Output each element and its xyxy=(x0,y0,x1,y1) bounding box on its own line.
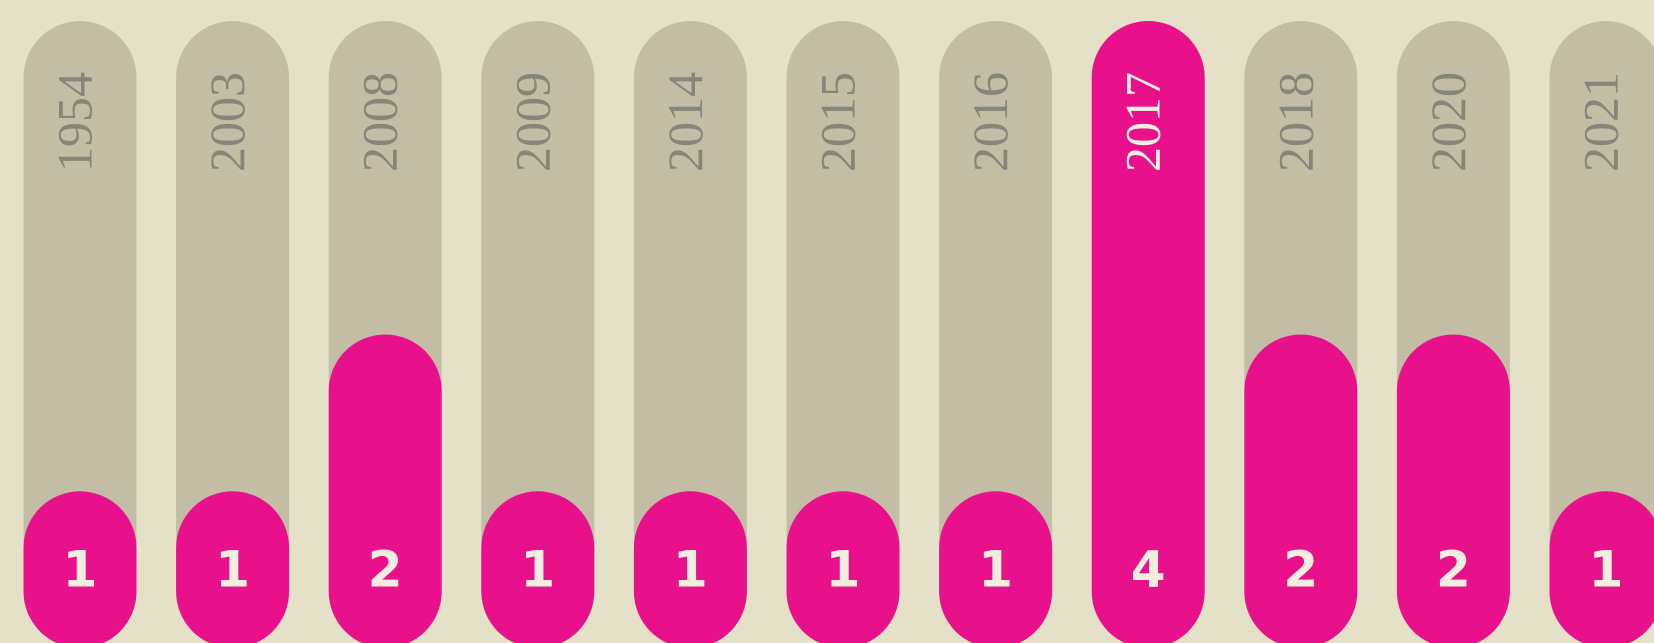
x-tick-label: 2008 xyxy=(352,72,408,172)
x-tick-label: 2017 xyxy=(1115,72,1171,172)
value-label: 1 xyxy=(978,541,1013,599)
value-label: 1 xyxy=(520,541,555,599)
track xyxy=(633,21,747,643)
track xyxy=(176,21,290,643)
bar xyxy=(786,491,900,643)
value-label: 1 xyxy=(673,541,708,599)
bar xyxy=(1091,21,1205,643)
value-label: 4 xyxy=(1131,541,1166,599)
x-tick-label: 2020 xyxy=(1420,72,1476,172)
bar xyxy=(633,491,747,643)
value-label: 1 xyxy=(826,541,861,599)
value-label: 2 xyxy=(368,541,403,599)
x-tick-label: 2018 xyxy=(1267,72,1323,172)
track xyxy=(23,21,137,643)
bar xyxy=(939,491,1053,643)
bar xyxy=(23,491,137,643)
bar xyxy=(176,491,290,643)
x-tick-label: 2016 xyxy=(962,72,1018,172)
bar xyxy=(1244,334,1358,643)
track xyxy=(1549,21,1654,643)
bar xyxy=(1396,334,1510,643)
x-tick-label: 2014 xyxy=(657,72,713,172)
x-tick-label: 2009 xyxy=(504,72,560,172)
value-label: 1 xyxy=(63,541,98,599)
value-label: 1 xyxy=(215,541,250,599)
value-label: 2 xyxy=(1283,541,1318,599)
x-tick-label: 2021 xyxy=(1572,72,1628,172)
x-tick-label: 2015 xyxy=(809,72,865,172)
bar xyxy=(1549,491,1654,643)
value-label: 1 xyxy=(1589,541,1624,599)
x-tick-label: 1954 xyxy=(46,72,102,172)
bar xyxy=(328,334,442,643)
x-tick-label: 2003 xyxy=(199,72,255,172)
value-label: 2 xyxy=(1436,541,1471,599)
bar xyxy=(481,491,595,643)
track xyxy=(939,21,1053,643)
track xyxy=(481,21,595,643)
track xyxy=(786,21,900,643)
